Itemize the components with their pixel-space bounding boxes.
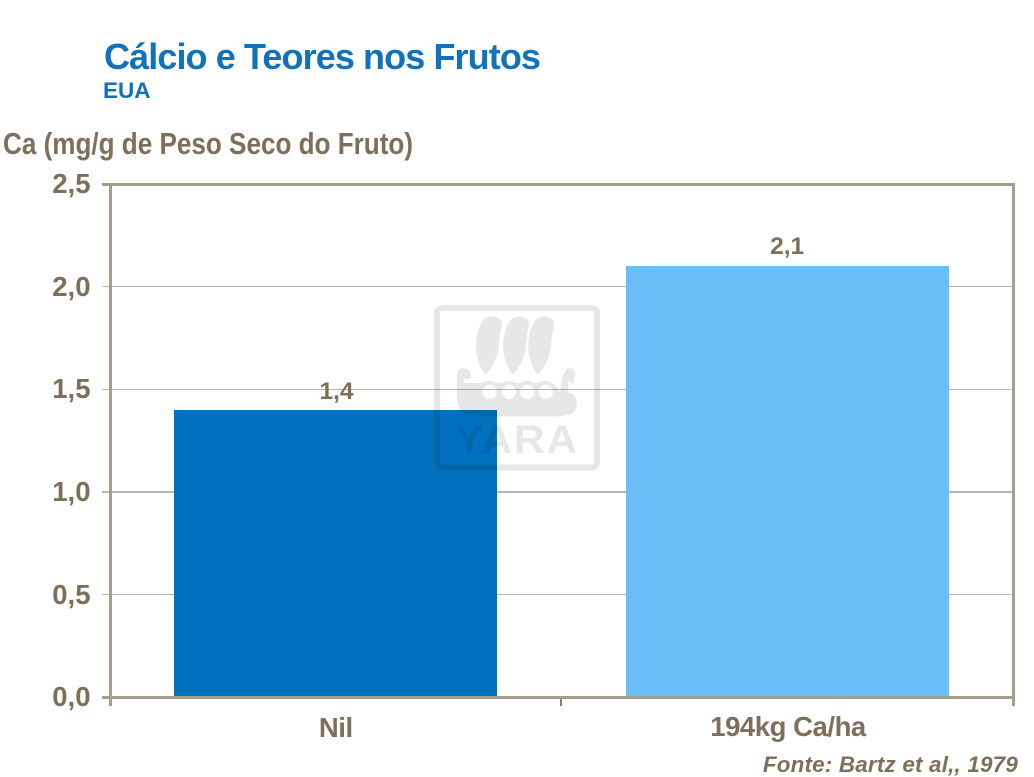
- svg-text:YARA: YARA: [455, 418, 579, 462]
